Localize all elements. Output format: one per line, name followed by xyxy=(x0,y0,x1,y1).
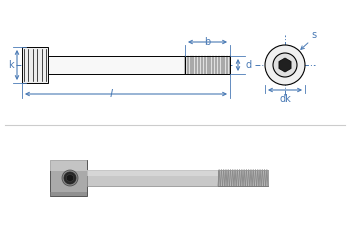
Polygon shape xyxy=(50,160,87,196)
Polygon shape xyxy=(279,58,291,72)
Polygon shape xyxy=(50,160,87,171)
Circle shape xyxy=(273,53,297,77)
Circle shape xyxy=(62,170,78,186)
Polygon shape xyxy=(87,170,218,186)
Text: dk: dk xyxy=(279,94,291,104)
Circle shape xyxy=(64,172,76,184)
Text: s: s xyxy=(311,30,316,40)
Text: b: b xyxy=(204,37,211,47)
Text: k: k xyxy=(8,60,14,70)
Polygon shape xyxy=(50,192,87,196)
Text: l: l xyxy=(109,89,112,99)
Polygon shape xyxy=(48,56,185,74)
Polygon shape xyxy=(185,56,230,74)
Polygon shape xyxy=(218,170,268,186)
Polygon shape xyxy=(22,47,48,83)
Circle shape xyxy=(265,45,305,85)
Polygon shape xyxy=(87,170,218,175)
Polygon shape xyxy=(66,174,74,182)
Text: d: d xyxy=(246,60,252,70)
